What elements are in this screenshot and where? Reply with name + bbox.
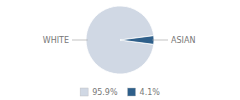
chart: WHITE ASIAN 95.9% 4.1% [0, 0, 240, 100]
legend-swatch [128, 88, 136, 96]
pie-slice [86, 6, 154, 74]
legend: 95.9% 4.1% [80, 88, 160, 97]
slice-label: WHITE [43, 36, 69, 45]
leader-line [152, 40, 168, 41]
pie [86, 6, 154, 74]
pie-slice [120, 36, 154, 45]
legend-label: 95.9% [92, 88, 118, 97]
legend-label: 4.1% [140, 88, 161, 97]
slice-label: ASIAN [171, 36, 195, 45]
leader-line [72, 40, 88, 41]
slice-labels: WHITE ASIAN [43, 36, 196, 45]
legend-swatch [80, 88, 88, 96]
